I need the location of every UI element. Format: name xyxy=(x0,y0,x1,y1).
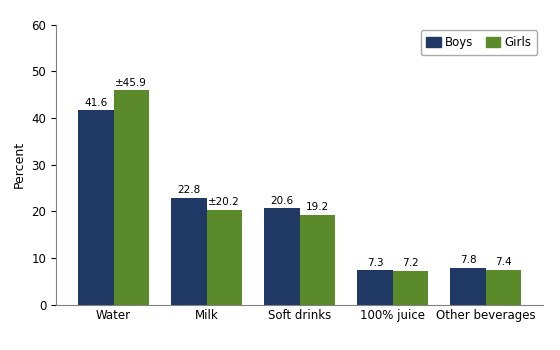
Text: ±20.2: ±20.2 xyxy=(208,197,240,208)
Bar xyxy=(207,210,242,304)
Bar xyxy=(450,268,486,304)
Text: 20.6: 20.6 xyxy=(270,196,293,205)
Bar xyxy=(486,270,521,304)
Bar xyxy=(78,110,114,304)
Text: 7.8: 7.8 xyxy=(460,255,477,265)
Text: ±45.9: ±45.9 xyxy=(115,77,147,88)
Bar xyxy=(171,198,207,304)
Legend: Boys, Girls: Boys, Girls xyxy=(421,30,537,55)
Text: 7.3: 7.3 xyxy=(367,258,383,268)
Text: 7.4: 7.4 xyxy=(495,257,512,267)
Bar xyxy=(114,90,149,304)
Bar xyxy=(393,271,428,304)
Y-axis label: Percent: Percent xyxy=(13,141,26,188)
Bar xyxy=(264,208,300,304)
Text: 7.2: 7.2 xyxy=(402,258,419,268)
Text: 41.6: 41.6 xyxy=(84,98,108,107)
Text: 22.8: 22.8 xyxy=(178,185,200,195)
Text: 19.2: 19.2 xyxy=(306,202,329,212)
Bar xyxy=(357,271,393,304)
Bar xyxy=(300,215,335,304)
